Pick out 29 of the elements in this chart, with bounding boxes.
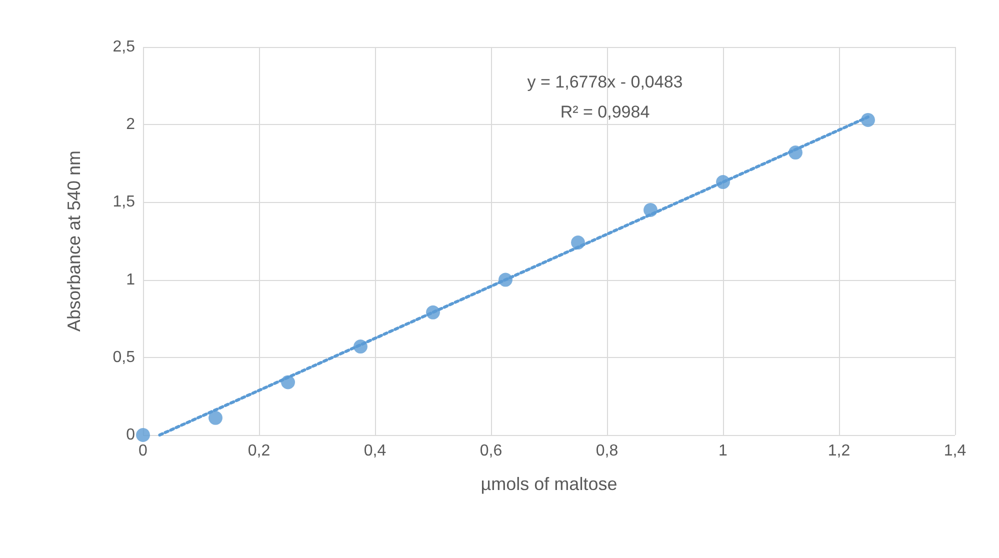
point [354,340,368,354]
x-tick-label: 0,6 [480,442,502,460]
point [716,175,730,190]
y-axis-title: Absorbance at 540 nm [64,150,84,332]
x-tick-label: 1 [718,442,728,460]
point [208,410,222,425]
x-tick-label: 0 [138,442,148,460]
x-tick-label: 0,2 [248,442,270,460]
point [571,236,585,250]
annotation: R² = 0,9984 [560,102,650,122]
y-tick-label: 0 [126,426,136,444]
point [426,305,440,320]
point [281,375,295,390]
x-tick-label: 1,2 [828,442,850,460]
y-tick-label: 1 [126,271,136,288]
x-tick-label: 0,4 [364,442,386,460]
x-tick-label: 0,8 [596,442,618,460]
y-tick-label: 2,5 [112,38,136,56]
x-axis-title: µmols of maltose [480,474,618,494]
point [136,428,150,442]
y-tick-label: 1,5 [112,194,136,211]
point [788,146,802,160]
x-tick-label: 1,4 [944,442,966,460]
point [861,112,875,127]
y-tick-label: 0,5 [112,348,136,366]
annotation: y = 1,6778x - 0,0483 [527,72,683,92]
y-tick-label: 2 [126,116,136,134]
point [644,202,658,217]
point [498,272,512,287]
